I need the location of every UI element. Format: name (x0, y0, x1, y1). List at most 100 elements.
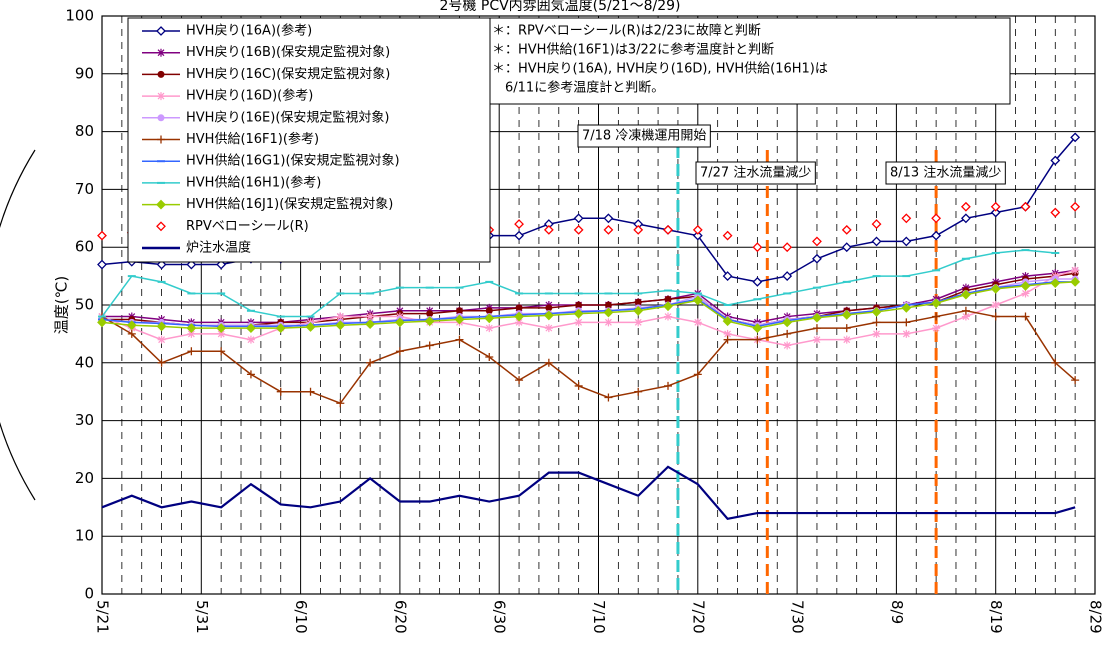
x-tick-label: 8/29 (1087, 600, 1105, 634)
data-marker (187, 329, 196, 338)
data-marker (633, 224, 644, 235)
event-label: 7/18 冷凍機運用開始 (582, 128, 706, 144)
data-marker (514, 230, 524, 241)
data-marker (842, 324, 851, 333)
event-label-box (577, 124, 711, 148)
data-marker (305, 322, 316, 332)
legend-label: HVH供給(16G1)(保安規定監視対象) (186, 153, 400, 169)
data-marker (960, 201, 971, 212)
data-marker (901, 302, 912, 313)
data-marker (752, 242, 763, 253)
data-marker (960, 213, 971, 224)
data-marker (692, 230, 703, 241)
x-tick-label: 5/31 (193, 600, 211, 634)
series (98, 269, 1079, 329)
data-marker (604, 318, 613, 327)
data-marker (157, 335, 166, 344)
data-marker (722, 230, 733, 241)
series-line (101, 281, 1076, 328)
data-marker (871, 219, 882, 229)
data-marker (574, 381, 583, 390)
data-marker (783, 341, 792, 350)
y-tick-label: 0 (84, 585, 94, 603)
y-tick-label: 20 (75, 469, 94, 487)
data-marker (664, 381, 673, 390)
data-marker (425, 341, 434, 350)
series-line (102, 269, 1076, 324)
data-marker (485, 324, 494, 333)
data-marker (932, 324, 941, 333)
data-marker (484, 313, 495, 324)
data-marker (424, 316, 435, 327)
data-marker (216, 259, 227, 270)
data-marker (366, 358, 375, 367)
legend-label: HVH戻り(16E)(保安規定監視対象) (186, 109, 390, 125)
series (98, 306, 1080, 408)
legend-label: HVH戻り(16C)(保安規定監視対象) (186, 66, 390, 82)
data-marker (514, 219, 524, 229)
data-marker (1020, 201, 1031, 212)
data-marker (544, 358, 553, 367)
data-marker (1051, 358, 1060, 367)
data-marker (573, 213, 584, 224)
data-marker (575, 301, 583, 309)
data-marker (991, 312, 1000, 321)
data-marker (603, 307, 614, 318)
data-marker (216, 323, 227, 334)
data-marker (931, 230, 942, 241)
series-line (101, 465, 1076, 521)
data-marker (126, 320, 137, 331)
data-marker (841, 309, 852, 320)
event-label: 7/27 注水流量減少 (700, 165, 811, 181)
y-tick-label: 10 (75, 527, 94, 545)
legend-marker (156, 199, 166, 210)
data-marker (663, 224, 673, 235)
data-marker (752, 276, 763, 287)
y-tick-label: 30 (75, 411, 94, 429)
x-tick-label: 7/10 (590, 600, 608, 634)
series-line (101, 281, 1076, 329)
data-marker (454, 314, 465, 325)
data-marker (336, 312, 345, 321)
data-marker (365, 319, 376, 329)
data-marker (902, 318, 911, 327)
data-marker (187, 347, 196, 356)
data-marker (782, 271, 793, 282)
data-marker (782, 317, 793, 328)
data-marker (455, 307, 463, 315)
event-label-box (885, 161, 1006, 185)
legend-marker (157, 92, 165, 101)
y-tick-label: 90 (75, 64, 94, 82)
data-marker (872, 329, 881, 338)
data-marker (1050, 155, 1061, 166)
data-marker (1021, 312, 1030, 321)
data-marker (186, 323, 197, 334)
data-marker (426, 310, 434, 318)
data-marker (960, 289, 971, 300)
note-text: 6/11に参考温度計と判断。 (492, 80, 664, 96)
data-marker (515, 376, 524, 385)
data-marker (723, 329, 732, 338)
legend-label: 炉注水温度 (186, 240, 251, 256)
data-marker (573, 308, 584, 319)
data-marker (961, 312, 970, 321)
data-marker (782, 242, 793, 253)
data-marker (693, 370, 702, 379)
data-marker (871, 236, 882, 247)
y-tick-label: 100 (65, 7, 94, 25)
data-marker (1071, 376, 1080, 385)
data-marker (574, 318, 583, 327)
data-marker (394, 317, 405, 328)
series (101, 465, 1076, 521)
data-marker (127, 329, 136, 338)
data-marker (1070, 132, 1081, 143)
data-marker (723, 335, 732, 344)
data-marker (664, 295, 672, 303)
x-tick-label: 6/20 (391, 600, 409, 634)
chart-title: 2号機 PCV内雰囲気温度(5/21～8/29) (440, 0, 681, 14)
data-marker (871, 307, 882, 317)
x-tick-label: 5/21 (94, 600, 112, 634)
data-marker (543, 224, 554, 235)
legend-box (127, 17, 491, 263)
